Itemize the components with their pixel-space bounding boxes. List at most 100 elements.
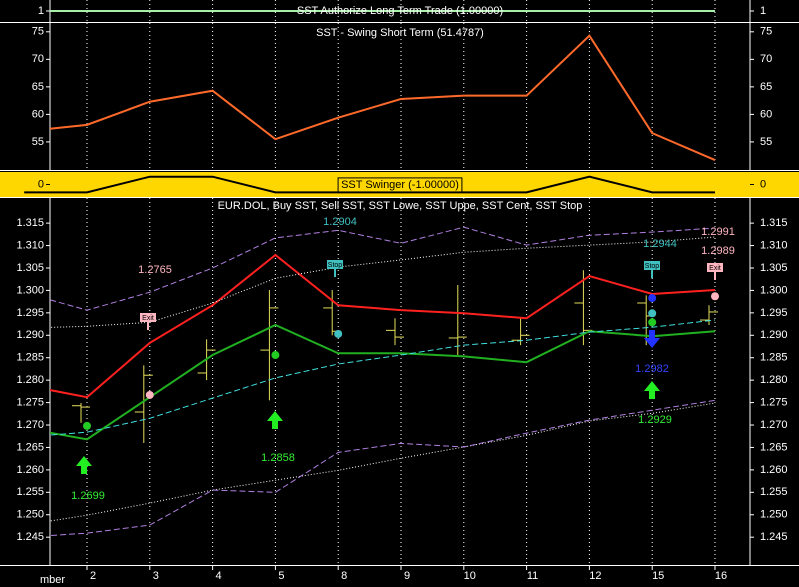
panel-title: SST Swinger (-1.00000) [341,179,459,191]
panel: 55 55 60 60 65 65 70 70 75 75 [0,23,799,171]
y-tick-label: 1.255 [760,486,788,498]
price-annotation: 1.2929 [638,414,672,426]
price-annotation: 1.2982 [635,363,669,375]
x-tick-label: 16 [715,570,727,582]
series-line [50,402,716,522]
signal-dot [83,421,91,430]
y-tick-label: 1.260 [16,464,44,476]
y-tick-label: 65 [760,81,772,93]
y-tick-label: 70 [760,53,772,65]
flag-box [707,263,723,272]
y-tick-label: 1.250 [16,509,44,521]
y-tick-label: 0 [760,178,766,190]
flag-label: Stop [328,262,343,269]
price-annotation: 1.2765 [138,264,172,276]
y-tick-label: 1.280 [760,374,788,386]
flag-box [327,260,343,269]
y-tick-label: 1.280 [16,374,44,386]
price-annotation: 1.2858 [261,452,295,464]
signal-dot [648,318,657,327]
y-tick-label: 1.265 [760,441,788,453]
y-tick-label: 1.315 [16,217,44,229]
series-line [50,253,716,399]
y-tick-label: 1.285 [760,352,788,364]
buy-arrow [76,456,92,474]
series-line [50,34,716,162]
x-tick-label: 9 [404,570,410,582]
y-tick-label: 1.310 [16,239,44,251]
y-tick-label: 75 [32,26,44,38]
y-tick-label: 1.270 [760,419,788,431]
y-tick-label: 1.285 [16,352,44,364]
x-tick-label: 10 [464,570,476,582]
sell-arrow [644,330,660,348]
price-annotation: 1.2944 [643,238,677,250]
y-tick-label: 1.310 [760,239,788,251]
x-tick-label: 8 [341,570,347,582]
x-axis-label: mber [40,574,65,586]
panel: 1.245 1.245 1.250 1.250 1.255 1.255 1.260 1.260… [0,198,799,566]
y-tick-label: 1.260 [760,464,788,476]
y-tick-label: 70 [32,53,44,65]
y-tick-label: 75 [760,26,772,38]
y-tick-label: 1.295 [760,307,788,319]
series-line [50,323,716,441]
signal-dot [334,329,343,338]
flag-label: Exit [142,315,154,322]
y-tick-label: 1.305 [760,262,788,274]
y-tick-label: 55 [760,136,772,148]
y-tick-label: 1.290 [16,329,44,341]
signal-dot [711,292,719,301]
price-annotation: 1.2991 [701,226,735,238]
flag-label: Exit [709,265,721,272]
y-tick-label: 1.300 [16,284,44,296]
panel-title: EUR.DOL, Buy SST, Sell SST, SST Lowe, SS… [218,200,583,212]
flag-box [140,313,156,322]
x-tick-label: 5 [278,570,284,582]
signal-dot [271,351,280,360]
y-tick-label: 1.250 [760,509,788,521]
y-tick-label: 1.245 [760,531,788,543]
y-tick-label: 65 [32,81,44,93]
flag-label: Stop [645,263,660,270]
y-tick-label: 1.275 [16,396,44,408]
signal-dot [145,390,154,399]
y-tick-label: 1.270 [16,419,44,431]
series-line [50,226,716,311]
x-tick-label: 12 [589,570,601,582]
plot-area [50,226,719,537]
y-tick-label: 1 [760,5,766,17]
y-tick-label: 1 [38,5,44,17]
plot-area [50,34,716,162]
price-annotation: 1.2989 [701,245,735,257]
x-tick-label: 15 [652,570,664,582]
y-tick-label: 1.265 [16,441,44,453]
y-tick-label: 60 [32,108,44,120]
y-tick-label: 1.305 [16,262,44,274]
x-tick-label: 11 [527,570,538,582]
x-tick-label: 4 [216,570,222,582]
y-tick-label: 1.300 [760,284,788,296]
y-tick-label: 1.290 [760,329,788,341]
signal-arrows [76,330,660,474]
x-tick-label: 3 [153,570,159,582]
series-line [50,319,716,436]
series-line [50,236,716,328]
y-tick-label: 1.315 [760,217,788,229]
y-tick-label: 0 [38,178,44,190]
price-annotation: 1.2699 [71,490,105,502]
y-tick-label: 1.245 [16,531,44,543]
y-tick-label: 1.295 [16,307,44,319]
panel-title-box [337,177,463,193]
flag-box [644,261,660,270]
buy-arrow [267,411,283,429]
panel-title: SST - Swing Short Term (51.4787) [316,27,484,39]
price-annotation: 1.2904 [323,216,357,228]
y-tick-label: 1.275 [760,396,788,408]
signal-dot [648,309,657,318]
y-tick-label: 60 [760,108,772,120]
